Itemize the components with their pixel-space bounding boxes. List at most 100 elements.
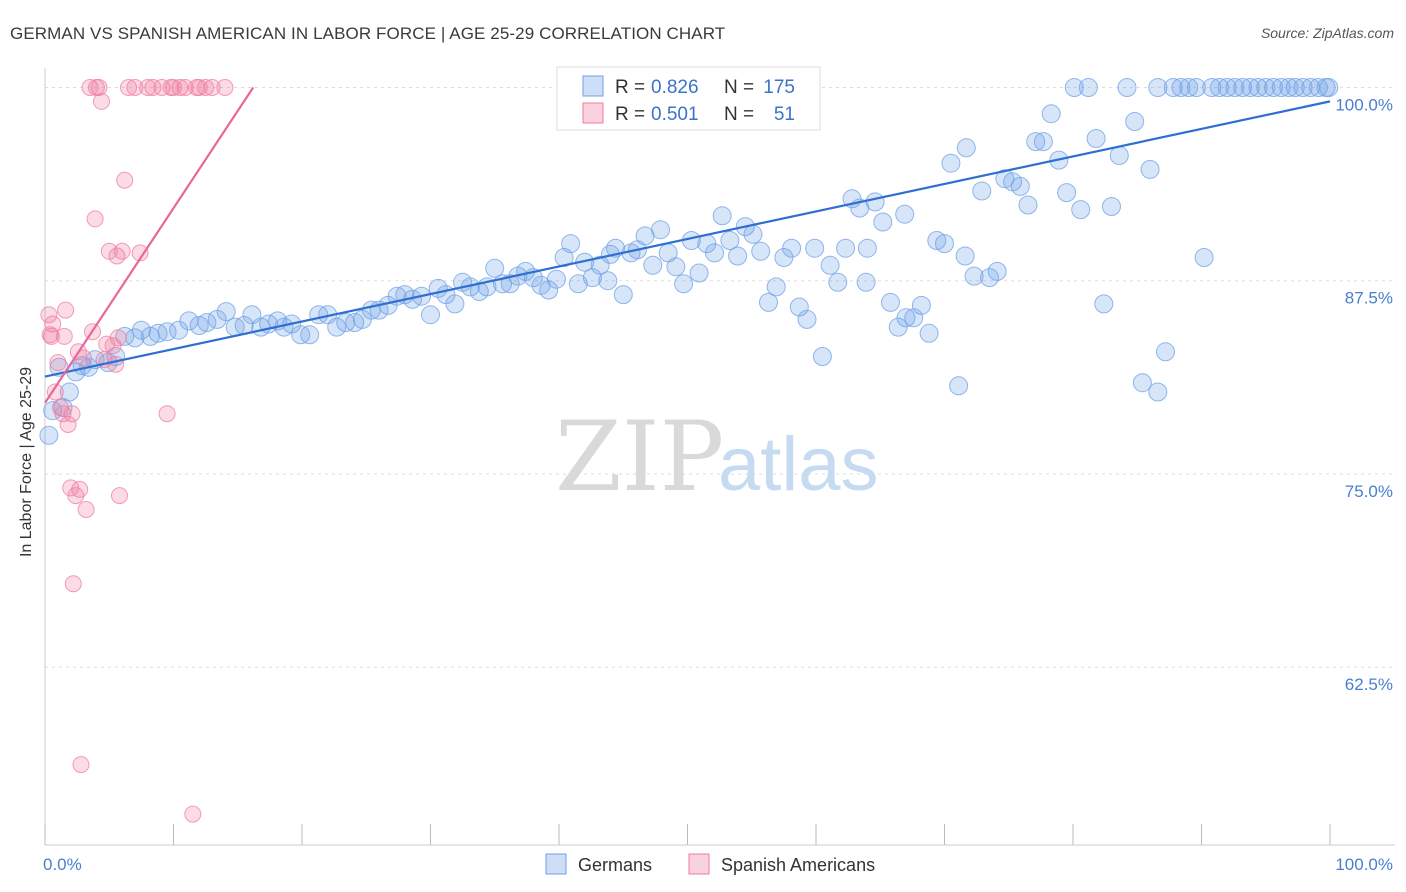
german-point (666, 257, 686, 277)
german-point (919, 323, 939, 343)
spanish-american-point (77, 501, 95, 518)
spanish-american-point (111, 487, 128, 505)
german-point (728, 246, 748, 266)
watermark: ZIP atlas (555, 401, 879, 513)
german-point (561, 234, 581, 254)
german-point (327, 317, 347, 337)
axes (44, 68, 1395, 846)
y-axis-label: In Labor Force | Age 25-29 (18, 366, 35, 558)
german-point (1233, 78, 1253, 97)
spanish-american-point (126, 79, 144, 96)
spanish-american-point (139, 79, 157, 96)
german-point (1264, 78, 1283, 97)
german-point (987, 261, 1007, 281)
german-trend-line (44, 100, 1331, 378)
spanish-american-point (116, 171, 134, 189)
spanish-american-point (216, 79, 234, 96)
spanish-american-point (55, 327, 73, 345)
german-point (445, 294, 465, 314)
german-point (613, 285, 633, 305)
german-point (1163, 78, 1183, 97)
spanish-american-point (107, 355, 125, 373)
german-point (1140, 159, 1160, 179)
german-point (828, 272, 848, 292)
spanish-american-point (81, 79, 99, 96)
german-point (539, 280, 559, 300)
german-point (789, 297, 809, 317)
watermark-atlas: atlas (718, 422, 879, 507)
german-point (1117, 78, 1137, 97)
german-point (421, 305, 440, 325)
tick-labels: 62.5% 75.0% 87.5% 100.0% 0.0% 100.0% (43, 95, 1393, 874)
german-point (820, 255, 840, 275)
german-point (865, 192, 885, 212)
watermark-zip: ZIP (555, 401, 724, 513)
spanish-american-point (144, 79, 162, 96)
german-point (712, 206, 732, 226)
german-point (895, 204, 915, 224)
german-point (856, 272, 876, 292)
legend-swatch (545, 853, 567, 875)
german-point (972, 181, 992, 201)
stats-legend: R = 0.826 N = 175 R = 0.501 N = 51 (556, 66, 821, 131)
german-point (904, 308, 924, 328)
german-point (115, 326, 135, 346)
german-point (485, 258, 505, 278)
spanish-american-point (72, 756, 90, 774)
r-value: 0.501 (651, 104, 699, 125)
german-point (1125, 112, 1145, 131)
german-point (643, 255, 663, 275)
spanish-american-point (86, 210, 104, 228)
n-label: N = (724, 77, 754, 98)
y-tick-label: 75.0% (1345, 482, 1393, 501)
spanish-american-point (190, 79, 208, 96)
german-point (805, 238, 825, 258)
y-tick-label: 100.0% (1335, 95, 1393, 114)
spanish-american-point (49, 354, 67, 372)
german-point (1248, 78, 1268, 97)
n-label: N = (724, 104, 754, 125)
german-point (59, 382, 79, 402)
german-point (300, 325, 320, 345)
german-point (1148, 382, 1168, 402)
spanish-american-point (42, 327, 60, 345)
n-value: 51 (774, 104, 795, 125)
r-label: R = (615, 104, 645, 125)
r-label: R = (615, 77, 645, 98)
german-point (1148, 78, 1168, 97)
german-point (911, 295, 931, 315)
german-point (1285, 78, 1305, 97)
german-point (1217, 78, 1237, 97)
x-tick-label: 0.0% (43, 855, 82, 874)
german-point (1094, 294, 1114, 314)
german-point (1202, 78, 1222, 97)
german-point (782, 238, 802, 258)
german-point (964, 266, 984, 286)
german-point (1109, 146, 1129, 165)
german-point (1225, 78, 1245, 97)
german-point (1086, 129, 1106, 148)
german-point (949, 376, 969, 396)
german-point (797, 309, 817, 329)
german-point (1057, 183, 1077, 203)
spanish-american-point (171, 79, 189, 96)
spanish-american-point (184, 805, 202, 823)
german-point (345, 313, 365, 332)
german-point (189, 316, 209, 335)
spanish-american-point (165, 79, 182, 96)
spanish-american-point (93, 92, 110, 110)
german-point (1010, 176, 1030, 196)
series-legend: Germans Spanish Americans (545, 853, 875, 875)
spanish-american-point (54, 405, 72, 423)
spanish-american-point (63, 405, 81, 423)
german-point (1279, 78, 1299, 97)
german-point (1102, 197, 1121, 216)
german-point (1026, 132, 1046, 152)
spanish-american-point (120, 79, 137, 96)
legend-swatch (688, 853, 710, 875)
german-point (1186, 78, 1206, 97)
german-point (1078, 78, 1098, 97)
german-point (720, 231, 740, 250)
spanish-american-point (71, 480, 89, 498)
